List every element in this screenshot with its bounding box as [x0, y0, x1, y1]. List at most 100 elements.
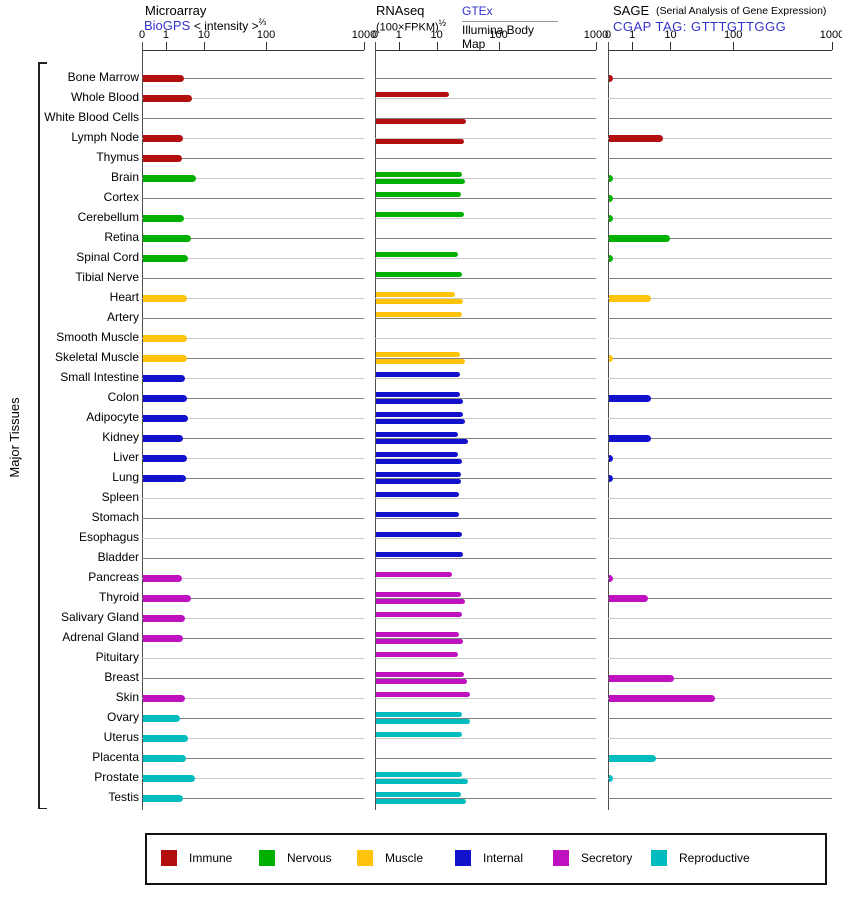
row-track [142, 638, 364, 639]
row-track [608, 798, 832, 799]
bar-microarray [143, 255, 189, 262]
bar-rnaseq-gtex [376, 192, 462, 197]
axis-line-microarray [142, 50, 364, 51]
row-track [608, 558, 832, 559]
row-track [375, 758, 596, 759]
axis-tick-rnaseq [498, 42, 500, 50]
rnaseq-title: RNAseq [376, 3, 425, 18]
row-track [375, 478, 596, 479]
row-track [608, 758, 832, 759]
legend-box: Immune Nervous Muscle Internal Secretory Repr… [145, 833, 827, 885]
axis-tick-label-rnaseq: 0 [371, 29, 379, 41]
axis-tick-sage [670, 42, 672, 50]
row-track [375, 718, 596, 719]
bar-sage [609, 475, 613, 482]
row-track [142, 578, 364, 579]
tissue-label: Ovary [106, 710, 139, 724]
row-track [142, 138, 364, 139]
tissue-label: Brain [110, 170, 139, 184]
bar-microarray [143, 735, 189, 742]
bar-rnaseq-bodymap [376, 799, 467, 804]
row-track [142, 538, 364, 539]
bar-microarray [143, 215, 184, 222]
legend-label-reproductive: Reproductive [679, 851, 750, 865]
bar-microarray [143, 395, 188, 402]
row-track [375, 738, 596, 739]
axis-tick-label-microarray: 100 [256, 29, 276, 41]
row-track [142, 458, 364, 459]
row-track [375, 438, 596, 439]
tissue-label: Lymph Node [71, 130, 139, 144]
tissue-label: Stomach [91, 510, 139, 524]
row-track [142, 678, 364, 679]
bar-microarray [143, 615, 186, 622]
axis-tick-label-microarray: 1 [162, 29, 170, 41]
tissue-label: Adipocyte [86, 410, 139, 424]
microarray-unit: < intensity >⅔ [193, 17, 267, 33]
row-track [142, 738, 364, 739]
bar-rnaseq-bodymap [376, 119, 467, 124]
bar-microarray [143, 415, 189, 422]
bar-microarray [143, 695, 186, 702]
bar-rnaseq-gtex [376, 352, 461, 357]
axis-tick-rnaseq [436, 42, 438, 50]
bar-sage [609, 235, 670, 242]
panel-border-microarray [142, 42, 143, 810]
bar-microarray [143, 355, 188, 362]
row-track [142, 78, 364, 79]
row-track [608, 318, 832, 319]
panel-border-rnaseq [375, 42, 376, 810]
bar-rnaseq-gtex [376, 692, 470, 697]
row-track [375, 778, 596, 779]
legend-swatch-muscle [357, 850, 373, 866]
tissue-label: Lung [112, 470, 139, 484]
bar-rnaseq-gtex [376, 92, 449, 97]
row-track [142, 258, 364, 259]
row-track [375, 238, 596, 239]
illumina-body-map-link[interactable]: Illumina Body Map [462, 23, 535, 51]
bar-sage [609, 75, 613, 82]
bar-rnaseq-bodymap [376, 459, 463, 464]
bar-sage [609, 295, 652, 302]
bracket-bottom-cap [38, 807, 47, 809]
row-track [608, 218, 832, 219]
panel-border-sage [608, 42, 609, 810]
axis-tick-label-sage: 100 [724, 29, 743, 41]
tissue-label: Testis [108, 790, 139, 804]
tissue-label: Skin [115, 690, 139, 704]
bar-rnaseq-gtex [376, 572, 452, 577]
row-track [608, 438, 832, 439]
bar-rnaseq-bodymap [376, 299, 464, 304]
row-track [375, 398, 596, 399]
row-track [142, 618, 364, 619]
bar-rnaseq-gtex [376, 312, 463, 317]
bar-rnaseq-gtex [376, 772, 463, 777]
bar-rnaseq-gtex [376, 452, 458, 457]
row-track [608, 358, 832, 359]
legend-swatch-reproductive [651, 850, 667, 866]
cgap-tag-link[interactable]: CGAP TAG: GTTTGTTGGG [613, 19, 787, 34]
bar-sage [609, 695, 716, 702]
row-track [608, 78, 832, 79]
bar-sage [609, 395, 652, 402]
gtex-link[interactable]: GTEx [462, 4, 493, 18]
row-track [375, 798, 596, 799]
rnaseq-unit: (100×FPKM)½ [376, 18, 447, 34]
bar-sage [609, 775, 613, 782]
row-track [142, 798, 364, 799]
biogps-link[interactable]: BioGPS [144, 18, 191, 33]
row-track [608, 418, 832, 419]
axis-tick-sage [632, 42, 634, 50]
axis-tick-label-rnaseq: 100 [489, 29, 508, 41]
row-track [375, 138, 596, 139]
tissue-label: Breast [104, 670, 139, 684]
bar-rnaseq-gtex [376, 532, 463, 537]
bar-sage [609, 355, 613, 362]
row-track [375, 298, 596, 299]
row-track [608, 618, 832, 619]
row-track [375, 658, 596, 659]
bar-rnaseq-gtex [376, 732, 463, 737]
bar-rnaseq-bodymap [376, 479, 462, 484]
axis-tick-microarray [266, 42, 268, 50]
